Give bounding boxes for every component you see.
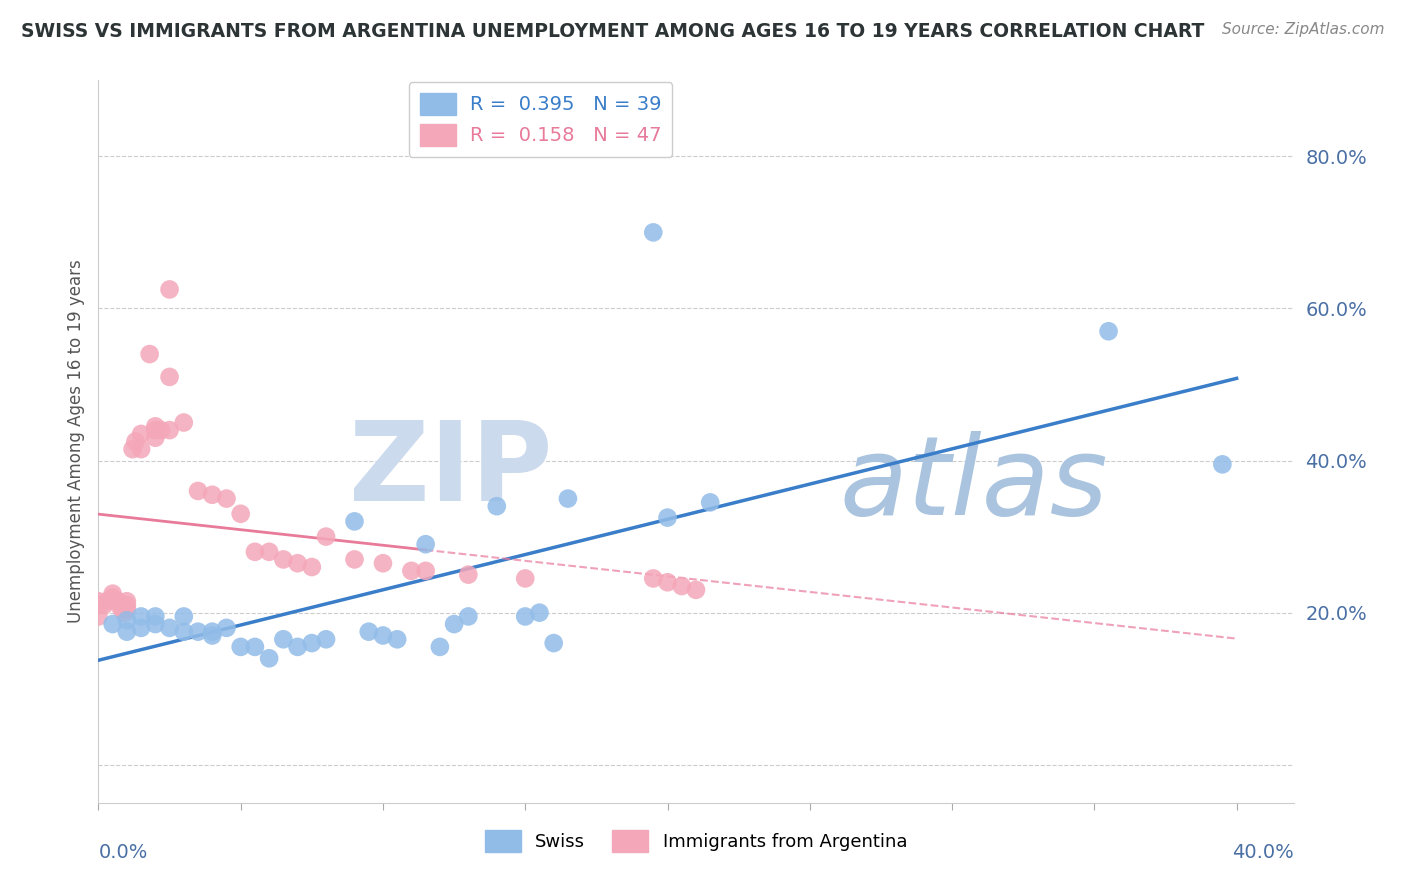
Point [129,442,152,457]
Point [301,636,323,650]
Point [415,537,437,551]
Point [87,594,110,608]
Point [485,499,508,513]
Point [229,640,252,654]
Point [143,617,166,632]
Point [187,624,209,639]
Point [243,640,266,654]
Point [101,587,124,601]
Point [385,632,409,647]
Point [1097,324,1119,338]
Point [96,594,118,608]
Point [159,423,181,437]
Point [273,632,295,647]
Point [643,571,665,585]
Point [543,636,565,650]
Point [315,530,337,544]
Point [159,370,181,384]
Point [343,515,366,529]
Point [401,564,423,578]
Point [515,571,537,585]
Point [173,624,195,639]
Point [671,579,693,593]
Point [143,419,166,434]
Point [159,282,181,296]
Point [129,609,152,624]
Point [429,640,451,654]
Point [110,602,132,616]
Point [107,594,129,608]
Point [657,575,679,590]
Point [173,416,195,430]
Point [371,556,394,570]
Point [215,621,238,635]
Point [101,591,124,605]
Point [121,442,143,457]
Point [515,609,537,624]
Legend: Swiss, Immigrants from Argentina: Swiss, Immigrants from Argentina [478,822,914,859]
Point [457,567,479,582]
Text: 0.0%: 0.0% [98,843,148,862]
Point [685,582,707,597]
Text: Source: ZipAtlas.com: Source: ZipAtlas.com [1222,22,1385,37]
Point [201,488,224,502]
Point [201,624,224,639]
Point [115,602,138,616]
Point [457,609,479,624]
Point [93,598,115,612]
Point [143,431,166,445]
Point [257,545,280,559]
Point [257,651,280,665]
Point [371,628,394,642]
Point [357,624,380,639]
Point [443,617,465,632]
Point [129,426,152,441]
Point [129,621,152,635]
Point [115,598,138,612]
Point [173,609,195,624]
Point [143,609,166,624]
Point [124,434,146,449]
Point [315,632,337,647]
Point [529,606,551,620]
Point [1211,458,1233,472]
Point [87,609,110,624]
Point [115,624,138,639]
Point [343,552,366,566]
Point [243,545,266,559]
Point [557,491,579,506]
Point [201,628,224,642]
Y-axis label: Unemployment Among Ages 16 to 19 years: Unemployment Among Ages 16 to 19 years [66,260,84,624]
Text: SWISS VS IMMIGRANTS FROM ARGENTINA UNEMPLOYMENT AMONG AGES 16 TO 19 YEARS CORREL: SWISS VS IMMIGRANTS FROM ARGENTINA UNEMP… [21,22,1205,41]
Point [643,226,665,240]
Point [159,621,181,635]
Point [138,347,160,361]
Point [229,507,252,521]
Point [187,483,209,498]
Text: atlas: atlas [839,432,1108,539]
Point [699,495,721,509]
Point [112,606,135,620]
Point [143,423,166,437]
Point [287,640,309,654]
Point [115,613,138,627]
Point [101,617,124,632]
Point [115,594,138,608]
Point [110,598,132,612]
Point [87,598,110,612]
Point [301,560,323,574]
Point [215,491,238,506]
Point [287,556,309,570]
Point [657,510,679,524]
Point [273,552,295,566]
Point [415,564,437,578]
Text: 40.0%: 40.0% [1232,843,1294,862]
Point [150,423,173,437]
Text: ZIP: ZIP [349,417,553,524]
